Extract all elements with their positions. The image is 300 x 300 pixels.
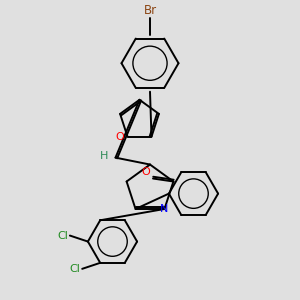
Text: Cl: Cl (58, 231, 68, 241)
Text: O: O (141, 167, 150, 177)
Text: Cl: Cl (70, 264, 81, 274)
Text: N: N (160, 204, 169, 214)
Text: O: O (116, 132, 124, 142)
Text: Br: Br (143, 4, 157, 17)
Text: H: H (100, 151, 108, 161)
